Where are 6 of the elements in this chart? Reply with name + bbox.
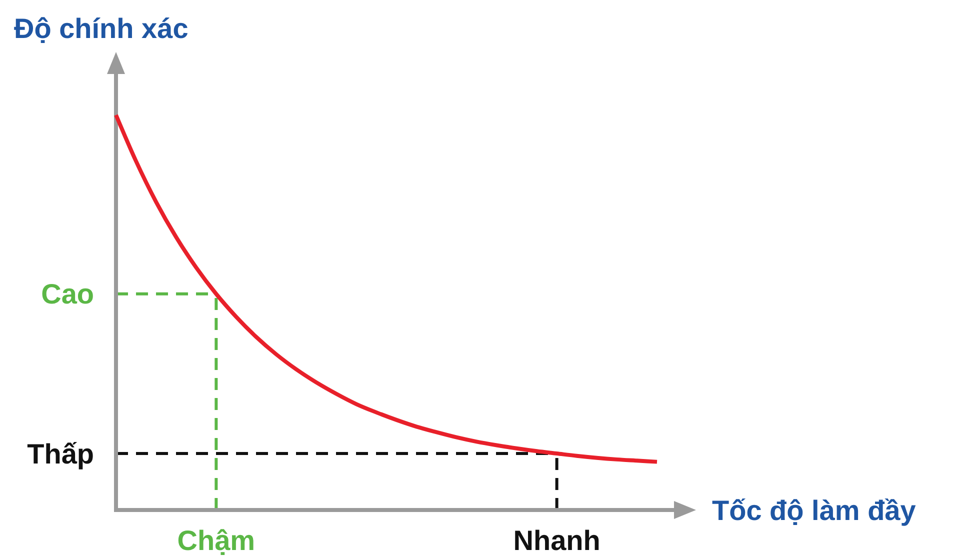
ref-line-label: Thấp	[27, 438, 94, 470]
y-axis-title: Độ chính xác	[14, 12, 188, 44]
x-tick-label: Nhanh	[513, 524, 600, 556]
ref-line-label: Cao	[41, 278, 94, 310]
x-axis-title: Tốc độ làm đầy	[712, 494, 916, 526]
x-tick-label: Chậm	[177, 524, 256, 556]
